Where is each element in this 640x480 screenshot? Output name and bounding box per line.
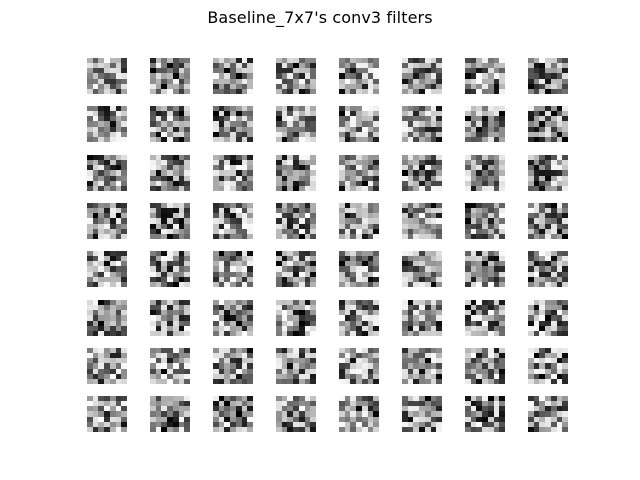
filter-thumbnail [465, 348, 505, 384]
filter-thumbnail [150, 348, 190, 384]
filter-thumbnail [528, 58, 568, 94]
filter-thumbnail [276, 300, 316, 336]
filter-thumbnail [402, 203, 442, 239]
filter-thumbnail [465, 106, 505, 142]
filter-thumbnail [528, 300, 568, 336]
filter-thumbnail [276, 203, 316, 239]
filter-thumbnail [339, 203, 379, 239]
filter-thumbnail [465, 203, 505, 239]
filter-thumbnail [402, 348, 442, 384]
filter-thumbnail [213, 348, 253, 384]
filter-thumbnail [213, 106, 253, 142]
figure-title: Baseline_7x7's conv3 filters [207, 8, 433, 27]
filter-thumbnail [276, 348, 316, 384]
filter-thumbnail [402, 396, 442, 432]
filter-thumbnail [150, 251, 190, 287]
filter-thumbnail [465, 300, 505, 336]
filter-thumbnail [150, 155, 190, 191]
filter-thumbnail [276, 251, 316, 287]
filter-thumbnail [528, 251, 568, 287]
filter-thumbnail [465, 58, 505, 94]
filter-thumbnail [339, 348, 379, 384]
filter-thumbnail [213, 58, 253, 94]
filter-thumbnail [150, 203, 190, 239]
filter-thumbnail [213, 300, 253, 336]
filter-thumbnail [465, 251, 505, 287]
filter-thumbnail [339, 251, 379, 287]
filter-thumbnail [87, 300, 127, 336]
filter-thumbnail [150, 106, 190, 142]
filter-thumbnail [276, 58, 316, 94]
filter-thumbnail [402, 300, 442, 336]
filter-thumbnail [87, 348, 127, 384]
filter-thumbnail [402, 58, 442, 94]
filter-thumbnail [339, 106, 379, 142]
filter-thumbnail [87, 58, 127, 94]
filter-thumbnail [339, 396, 379, 432]
filter-thumbnail [150, 300, 190, 336]
filter-thumbnail [339, 300, 379, 336]
filter-thumbnail [150, 58, 190, 94]
filter-thumbnail [402, 251, 442, 287]
filter-thumbnail [213, 396, 253, 432]
filter-thumbnail [339, 155, 379, 191]
filter-thumbnail [87, 203, 127, 239]
filter-thumbnail [528, 203, 568, 239]
filter-thumbnail [213, 203, 253, 239]
filter-thumbnail [465, 396, 505, 432]
filter-thumbnail [276, 396, 316, 432]
filter-thumbnail [276, 155, 316, 191]
filter-thumbnail [528, 155, 568, 191]
filter-thumbnail [528, 348, 568, 384]
filter-thumbnail [528, 106, 568, 142]
filter-thumbnail [213, 251, 253, 287]
filter-thumbnail [528, 396, 568, 432]
filter-thumbnail [87, 251, 127, 287]
filter-thumbnail [87, 155, 127, 191]
filter-thumbnail [87, 106, 127, 142]
filter-thumbnail [465, 155, 505, 191]
filter-thumbnail [150, 396, 190, 432]
filter-thumbnail [87, 396, 127, 432]
filter-thumbnail [402, 106, 442, 142]
filter-grid [87, 58, 572, 432]
filter-thumbnail [276, 106, 316, 142]
filter-thumbnail [402, 155, 442, 191]
filter-thumbnail [213, 155, 253, 191]
filter-thumbnail [339, 58, 379, 94]
